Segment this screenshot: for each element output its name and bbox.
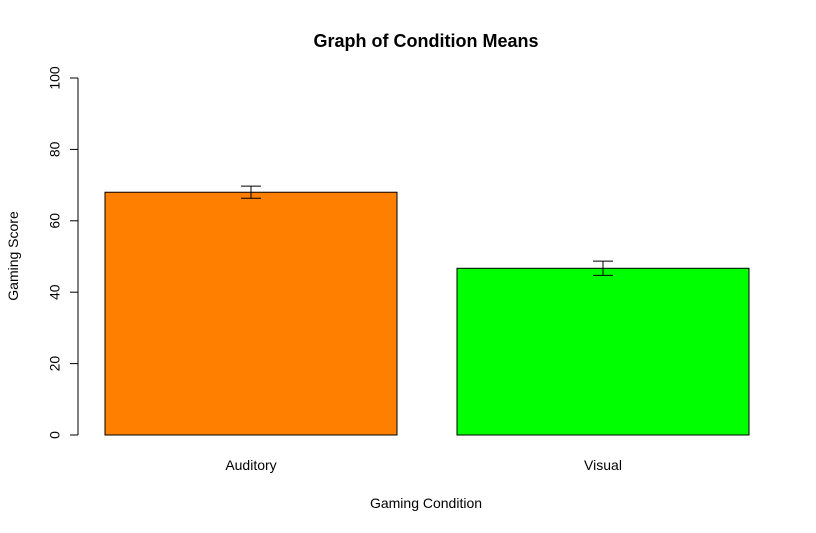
x-tick-labels: Auditory Visual <box>225 457 622 473</box>
y-tick-label: 80 <box>47 141 63 157</box>
y-tick-label: 20 <box>47 356 63 372</box>
x-tick-label-auditory: Auditory <box>225 457 276 473</box>
y-tick-label: 40 <box>47 284 63 300</box>
error-bars-group <box>241 185 613 276</box>
y-tick-label: 60 <box>47 213 63 229</box>
bars-group <box>104 191 750 436</box>
chart-title: Graph of Condition Means <box>314 31 539 51</box>
x-tick-label-visual: Visual <box>584 457 622 473</box>
y-tick-label: 0 <box>47 431 63 439</box>
bar-auditory <box>104 191 398 436</box>
x-axis-label: Gaming Condition <box>370 495 482 511</box>
bar-visual <box>456 267 750 436</box>
y-axis-label: Gaming Score <box>5 211 21 301</box>
y-tick-label: 100 <box>47 66 63 90</box>
y-axis: 0 20 40 60 80 100 <box>47 66 79 439</box>
